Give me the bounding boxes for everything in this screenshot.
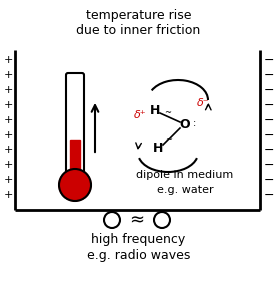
Text: H: H xyxy=(153,142,163,155)
Text: +: + xyxy=(3,160,13,170)
Text: −: − xyxy=(264,158,274,171)
Text: δ⁺: δ⁺ xyxy=(134,110,146,120)
Text: due to inner friction: due to inner friction xyxy=(76,23,201,37)
Text: −: − xyxy=(264,188,274,201)
Text: +: + xyxy=(3,115,13,125)
Text: +: + xyxy=(3,100,13,110)
Text: O: O xyxy=(180,119,190,132)
Text: δ⁻: δ⁻ xyxy=(197,98,209,108)
Text: −: − xyxy=(264,83,274,97)
Text: −: − xyxy=(264,173,274,186)
Text: e.g. radio waves: e.g. radio waves xyxy=(87,250,190,263)
Text: +: + xyxy=(3,145,13,155)
Text: −: − xyxy=(264,98,274,112)
Text: +: + xyxy=(3,175,13,185)
Text: dipole in medium: dipole in medium xyxy=(136,170,234,180)
Text: −: − xyxy=(264,113,274,127)
Text: +: + xyxy=(3,190,13,200)
FancyBboxPatch shape xyxy=(66,73,84,187)
Text: H: H xyxy=(150,104,160,117)
Text: +: + xyxy=(3,130,13,140)
Text: −: − xyxy=(264,53,274,67)
Bar xyxy=(70,140,80,185)
Text: −: − xyxy=(264,128,274,142)
Text: +: + xyxy=(3,70,13,80)
Text: e.g. water: e.g. water xyxy=(157,185,213,195)
Circle shape xyxy=(59,169,91,201)
Text: ~: ~ xyxy=(165,136,173,145)
Text: +: + xyxy=(3,55,13,65)
Text: −: − xyxy=(264,68,274,82)
Text: +: + xyxy=(3,85,13,95)
Text: ~: ~ xyxy=(165,108,171,117)
Bar xyxy=(70,180,80,192)
Text: −: − xyxy=(264,143,274,156)
Text: :: : xyxy=(193,118,197,128)
Text: temperature rise: temperature rise xyxy=(86,8,191,22)
Text: ≈: ≈ xyxy=(129,211,145,229)
Text: high frequency: high frequency xyxy=(91,233,186,246)
